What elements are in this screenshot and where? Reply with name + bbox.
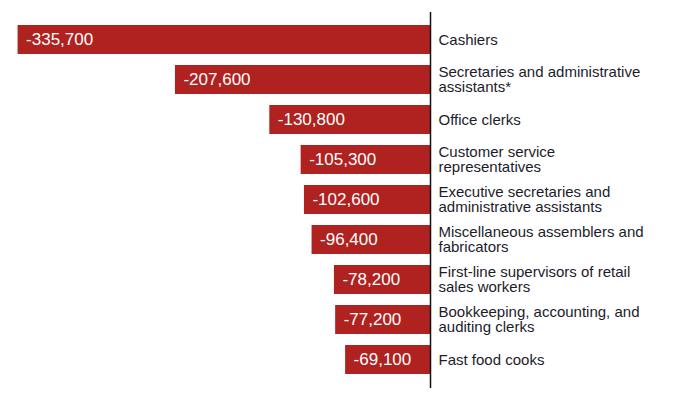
svg-text:Customer servicerepresentative: Customer servicerepresentatives (439, 143, 556, 175)
svg-text:Miscellaneous assemblers andfa: Miscellaneous assemblers andfabricators (439, 223, 644, 255)
svg-text:-335,700: -335,700 (26, 30, 93, 49)
svg-text:Fast food cooks: Fast food cooks (439, 351, 545, 368)
svg-text:-105,300: -105,300 (309, 150, 376, 169)
svg-text:-102,600: -102,600 (312, 190, 379, 209)
svg-text:-96,400: -96,400 (320, 230, 378, 249)
svg-text:Executive secretaries andadmin: Executive secretaries andadministrative … (439, 183, 611, 215)
svg-text:Cashiers: Cashiers (439, 31, 498, 48)
svg-text:-130,800: -130,800 (278, 110, 345, 129)
svg-text:-78,200: -78,200 (342, 270, 400, 289)
svg-text:-69,100: -69,100 (354, 350, 412, 369)
svg-text:Office clerks: Office clerks (439, 111, 521, 128)
svg-text:Bookkeeping, accounting, andau: Bookkeeping, accounting, andauditing cle… (439, 303, 640, 335)
svg-text:Secretaries and administrative: Secretaries and administrativeassistants… (439, 63, 641, 95)
svg-text:-207,600: -207,600 (183, 70, 250, 89)
svg-text:First-line supervisors of reta: First-line supervisors of retailsales wo… (439, 263, 631, 295)
svg-text:-77,200: -77,200 (344, 310, 402, 329)
